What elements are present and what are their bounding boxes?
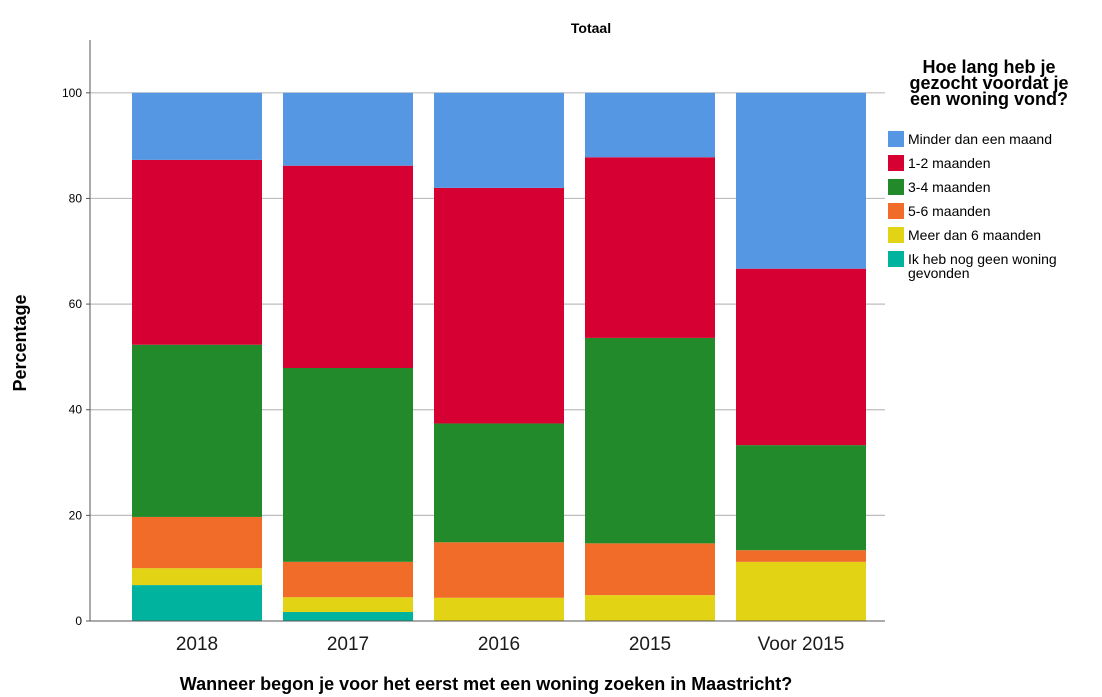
legend-label: 3-4 maanden	[908, 179, 991, 195]
bar-segment	[132, 568, 262, 586]
legend-label: gevonden	[908, 265, 970, 281]
legend-title: Hoe lang heb je	[922, 57, 1055, 77]
y-tick-label: 20	[69, 508, 83, 522]
bar-segment	[132, 585, 262, 621]
bar-segment	[283, 561, 413, 598]
legend-swatch	[888, 203, 904, 219]
bar-segment	[283, 368, 413, 562]
legend-label: 5-6 maanden	[908, 203, 991, 219]
bar-segment	[132, 92, 262, 160]
x-tick-label: 2017	[327, 634, 369, 655]
bars	[132, 92, 866, 621]
y-tick-label: 40	[69, 403, 83, 417]
y-tick-label: 0	[75, 614, 82, 628]
y-tick-label: 80	[69, 191, 83, 205]
legend-swatch	[888, 251, 904, 267]
legend-swatch	[888, 155, 904, 171]
bar-segment	[132, 344, 262, 517]
chart-title: Totaal	[571, 20, 611, 36]
x-axis-title: Wanneer begon je voor het eerst met een …	[180, 674, 792, 694]
x-tick-label: Voor 2015	[758, 634, 845, 655]
x-tick-label: 2016	[478, 634, 520, 655]
legend-label: Meer dan 6 maanden	[908, 227, 1041, 243]
y-tick-labels: 0 20 40 60 80 100	[62, 86, 90, 628]
bar-segment	[736, 92, 866, 269]
bar-segment	[132, 516, 262, 569]
bar-segment	[434, 423, 564, 543]
bar-segment	[736, 268, 866, 446]
bar-segment	[283, 597, 413, 613]
bar-segment	[434, 542, 564, 598]
bar-segment	[283, 612, 413, 621]
bar-segment	[283, 92, 413, 166]
legend-swatch	[888, 227, 904, 243]
y-axis-title: Percentage	[10, 294, 30, 391]
legend-swatch	[888, 179, 904, 195]
bar-segment	[736, 445, 866, 551]
y-tick-label: 60	[69, 297, 83, 311]
x-tick-label: 2015	[629, 634, 671, 655]
y-tick-label: 100	[62, 86, 82, 100]
legend-swatch	[888, 131, 904, 147]
bar-segment	[585, 157, 715, 338]
legend-label: Ik heb nog geen woning	[908, 251, 1057, 267]
x-tick-label: 2018	[176, 634, 218, 655]
bar-segment	[585, 92, 715, 158]
bar-segment	[736, 550, 866, 562]
bar-segment	[434, 92, 564, 188]
legend-label: Minder dan een maand	[908, 131, 1052, 147]
bar-segment	[283, 165, 413, 369]
legend-title: een woning vond?	[910, 89, 1068, 109]
bar-segment	[585, 595, 715, 621]
bar-segment	[585, 337, 715, 544]
bar-segment	[434, 187, 564, 424]
bar-segment	[585, 543, 715, 596]
bar-segment	[132, 159, 262, 345]
bar-segment	[434, 597, 564, 621]
legend-title: gezocht voordat je	[909, 73, 1068, 93]
bar-segment	[736, 561, 866, 621]
x-tick-labels: 2018 2017 2016 2015 Voor 2015	[176, 634, 844, 655]
legend-label: 1-2 maanden	[908, 155, 991, 171]
